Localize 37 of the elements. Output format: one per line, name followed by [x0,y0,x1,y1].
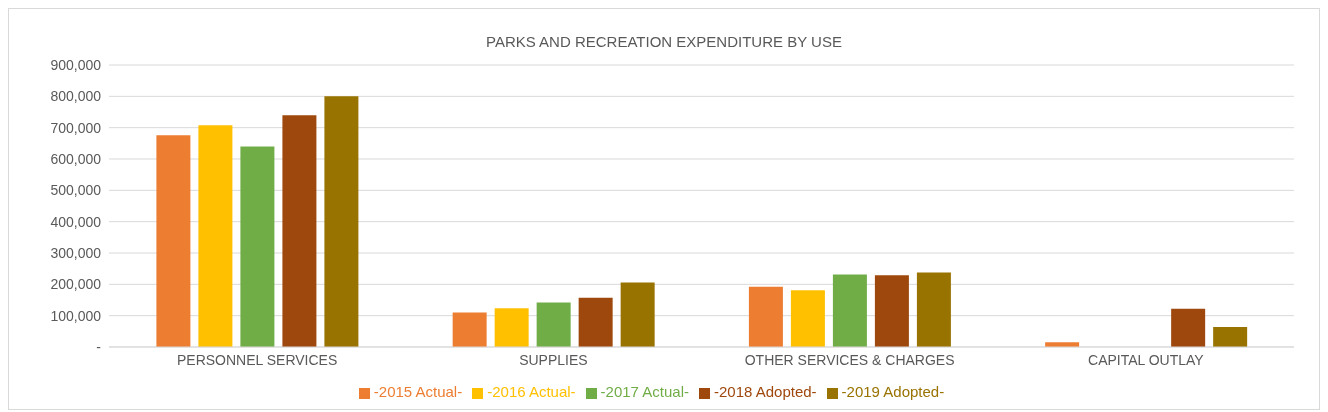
bar [578,297,613,347]
y-tick-label: 400,000 [50,213,102,230]
x-tick-label: OTHER SERVICES & CHARGES [744,351,955,368]
bar [240,146,275,347]
y-tick-label: - [96,338,102,355]
bar [282,115,317,347]
bar [156,135,191,347]
y-tick-label: 300,000 [50,244,102,261]
bar [1213,326,1248,347]
y-tick-label: 700,000 [50,119,102,136]
bar [198,125,233,347]
legend-label: -2018 Adopted- [713,383,817,400]
bar [748,286,783,347]
legend-label: -2019 Adopted- [841,383,945,400]
bar [916,272,951,347]
chart-title: PARKS AND RECREATION EXPENDITURE BY USE [485,32,843,52]
bar [874,275,909,347]
x-tick-label: SUPPLIES [519,351,588,368]
legend-label: -2016 Actual- [487,383,576,400]
bar [790,290,825,347]
y-tick-label: 600,000 [50,150,102,167]
bar [536,302,571,347]
x-tick-label: PERSONNEL SERVICES [176,351,338,368]
y-tick-label: 200,000 [50,276,102,293]
bar [832,274,867,347]
bar [1171,308,1206,347]
bar [452,312,487,347]
bar [324,96,359,347]
bar [620,282,655,347]
bar [494,308,529,347]
y-tick-label: 100,000 [50,307,102,324]
y-tick-label: 500,000 [50,182,102,199]
legend-label: -2017 Actual- [600,383,689,400]
y-tick-label: 900,000 [50,56,102,73]
x-tick-label: CAPITAL OUTLAY [1088,351,1205,368]
y-tick-label: 800,000 [50,88,102,105]
legend-label: -2015 Actual- [373,383,463,400]
